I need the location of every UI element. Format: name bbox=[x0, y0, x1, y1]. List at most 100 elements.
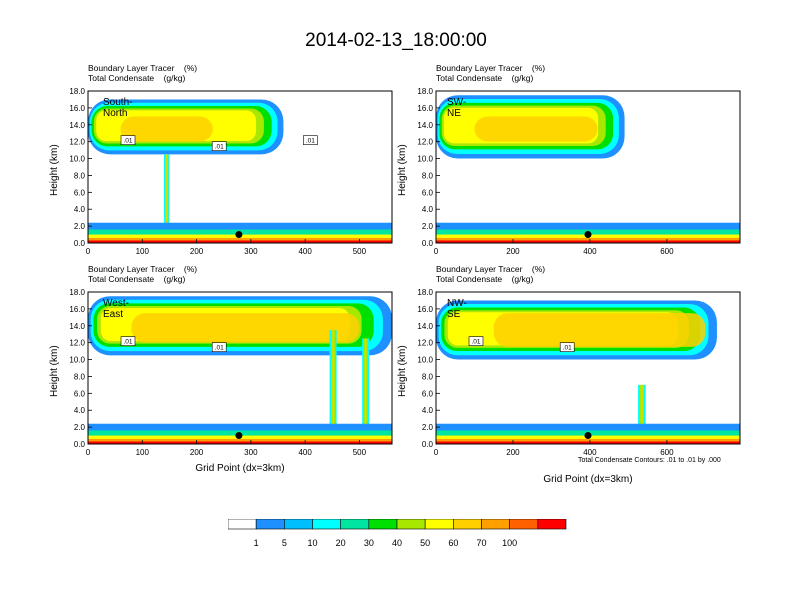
contour-label-box bbox=[211, 141, 227, 151]
colorbar-swatch bbox=[509, 519, 539, 530]
x-axis-label: Grid Point (dx=3km) bbox=[543, 474, 633, 485]
x-axis-label: Grid Point (dx=3km) bbox=[195, 463, 285, 474]
y-tick-label: 18.0 bbox=[417, 288, 433, 297]
contour-label-box bbox=[120, 135, 136, 145]
x-tick-label: 100 bbox=[136, 247, 150, 256]
contour-label: .01 bbox=[563, 345, 572, 352]
condensate-core bbox=[131, 313, 360, 343]
y-tick-label: 14.0 bbox=[69, 322, 85, 331]
convective-column-1 bbox=[365, 338, 367, 440]
y-tick-label: 8.0 bbox=[422, 372, 434, 381]
panel-header-line-1: Boundary Layer Tracer (%) bbox=[436, 63, 546, 73]
contour-label: .01 bbox=[123, 339, 132, 346]
condensate-core bbox=[120, 116, 213, 142]
convective-column-0 bbox=[166, 154, 168, 239]
y-tick-label: 0.0 bbox=[74, 239, 86, 248]
y-tick-label: 14.0 bbox=[417, 322, 433, 331]
y-tick-label: 8.0 bbox=[74, 171, 86, 180]
x-tick-label: 400 bbox=[583, 247, 597, 256]
panel-label: South-North bbox=[103, 97, 133, 119]
x-tick-label: 600 bbox=[660, 448, 674, 457]
heatmap-field bbox=[436, 300, 740, 444]
y-tick-label: 16.0 bbox=[69, 305, 85, 314]
panel-label: NW-SE bbox=[447, 298, 467, 320]
y-tick-label: 4.0 bbox=[422, 406, 434, 415]
x-tick-label: 400 bbox=[298, 247, 312, 256]
x-tick-label: 500 bbox=[353, 448, 367, 457]
y-tick-label: 10.0 bbox=[69, 356, 85, 365]
boundary-layer-band-4 bbox=[88, 240, 392, 243]
y-tick-label: 2.0 bbox=[422, 423, 434, 432]
colorbar-swatch bbox=[453, 519, 482, 530]
y-tick-label: 4.0 bbox=[74, 406, 86, 415]
contour-label: .01 bbox=[215, 144, 224, 151]
convective-column-0 bbox=[332, 330, 334, 440]
condensate-core bbox=[474, 116, 598, 142]
y-tick-label: 16.0 bbox=[69, 104, 85, 113]
plot-frame bbox=[87, 291, 393, 445]
location-marker bbox=[235, 231, 243, 239]
y-tick-label: 16.0 bbox=[417, 305, 433, 314]
y-tick-label: 0.0 bbox=[74, 440, 86, 449]
panel-header-line-2: Total Condensate (g/kg) bbox=[88, 274, 186, 284]
y-tick-label: 8.0 bbox=[74, 372, 86, 381]
plot-frame bbox=[435, 291, 741, 445]
x-tick-label: 0 bbox=[434, 448, 439, 457]
colorbar-swatch bbox=[424, 519, 454, 530]
x-tick-label: 600 bbox=[660, 247, 674, 256]
y-tick-label: 14.0 bbox=[417, 121, 433, 130]
colorbar-swatch bbox=[368, 519, 398, 530]
colorbar-label: 30 bbox=[364, 538, 374, 548]
boundary-layer-band-4 bbox=[436, 240, 740, 243]
y-axis-label: Height (km) bbox=[397, 345, 408, 397]
x-tick-label: 0 bbox=[434, 247, 439, 256]
y-tick-label: 6.0 bbox=[422, 389, 434, 398]
colorbar-swatch bbox=[228, 519, 257, 530]
panel-header-line-2: Total Condensate (g/kg) bbox=[88, 73, 186, 83]
contour-label-box bbox=[120, 336, 136, 346]
x-tick-label: 200 bbox=[506, 247, 520, 256]
panel-header-line-1: Boundary Layer Tracer (%) bbox=[88, 63, 198, 73]
colorbar-label: 40 bbox=[392, 538, 402, 548]
y-tick-label: 2.0 bbox=[74, 222, 86, 231]
convective-column-0 bbox=[641, 384, 643, 440]
colorbar: 1 5 10 20 30 40 50 60 70 100 bbox=[228, 519, 567, 548]
x-tick-label: 400 bbox=[583, 448, 597, 457]
boundary-layer-band-4 bbox=[436, 441, 740, 444]
heatmap-field bbox=[88, 296, 392, 444]
panel-header-line-1: Boundary Layer Tracer (%) bbox=[436, 264, 546, 274]
y-tick-label: 12.0 bbox=[417, 339, 433, 348]
colorbar-swatch bbox=[312, 519, 341, 530]
heatmap-field bbox=[88, 99, 392, 243]
y-tick-label: 10.0 bbox=[417, 356, 433, 365]
y-tick-label: 0.0 bbox=[422, 239, 434, 248]
contour-label-box bbox=[211, 342, 227, 352]
y-tick-label: 12.0 bbox=[69, 339, 85, 348]
x-tick-label: 100 bbox=[136, 448, 150, 457]
colorbar-swatch bbox=[284, 519, 313, 530]
x-tick-label: 0 bbox=[86, 448, 91, 457]
contour-label: .01 bbox=[123, 138, 132, 145]
contour-label-box bbox=[468, 336, 484, 346]
x-tick-label: 200 bbox=[506, 448, 520, 457]
y-tick-label: 6.0 bbox=[74, 188, 86, 197]
panel-label: SW-NE bbox=[447, 97, 467, 119]
location-marker bbox=[584, 231, 592, 239]
y-tick-label: 2.0 bbox=[422, 222, 434, 231]
x-tick-label: 300 bbox=[244, 448, 258, 457]
colorbar-label: 5 bbox=[282, 538, 287, 548]
colorbar-label: 1 bbox=[254, 538, 259, 548]
colorbar-swatch bbox=[396, 519, 426, 530]
panel-header-line-1: Boundary Layer Tracer (%) bbox=[88, 264, 198, 274]
boundary-layer-band-4 bbox=[88, 441, 392, 444]
condensate-core bbox=[493, 313, 706, 347]
contour-label: .01 bbox=[306, 138, 315, 145]
heatmap-field bbox=[436, 95, 740, 243]
y-tick-label: 18.0 bbox=[417, 87, 433, 96]
y-tick-label: 12.0 bbox=[417, 138, 433, 147]
colorbar-swatch bbox=[340, 519, 370, 530]
